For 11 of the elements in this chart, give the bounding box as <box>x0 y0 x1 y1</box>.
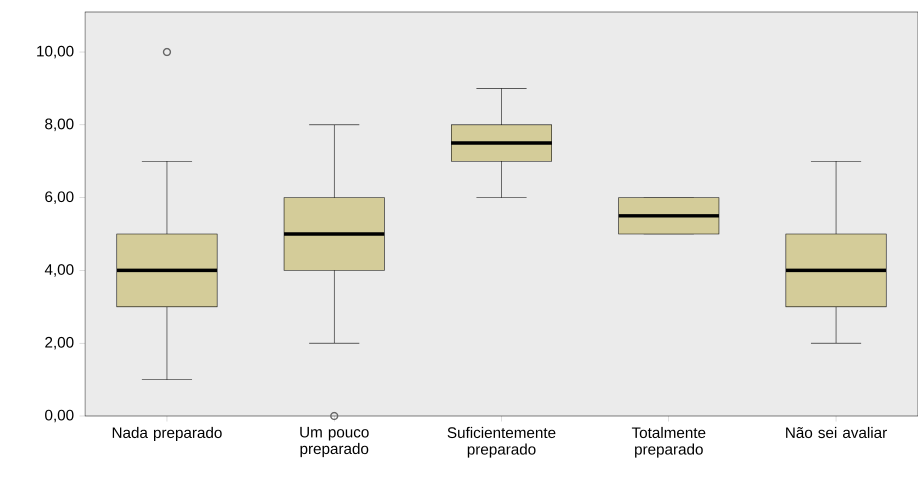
y-tick-label: 0,00 <box>45 410 74 422</box>
y-tick-label: 10,00 <box>37 46 74 58</box>
x-tick-label: Nada preparado <box>112 426 222 442</box>
y-tick-label: 4,00 <box>44 264 74 277</box>
x-tick-label: Um pouco preparado <box>300 426 369 458</box>
x-tick-label: Suficientemente preparado <box>448 426 556 458</box>
y-tick-label: 2,00 <box>45 336 74 350</box>
x-tick-label: Totalmente preparado <box>632 426 706 458</box>
y-tick-label: 6,00 <box>45 191 74 204</box>
y-tick-label: 8,00 <box>45 118 74 132</box>
x-tick-label: Não sei avaliar <box>786 426 887 438</box>
